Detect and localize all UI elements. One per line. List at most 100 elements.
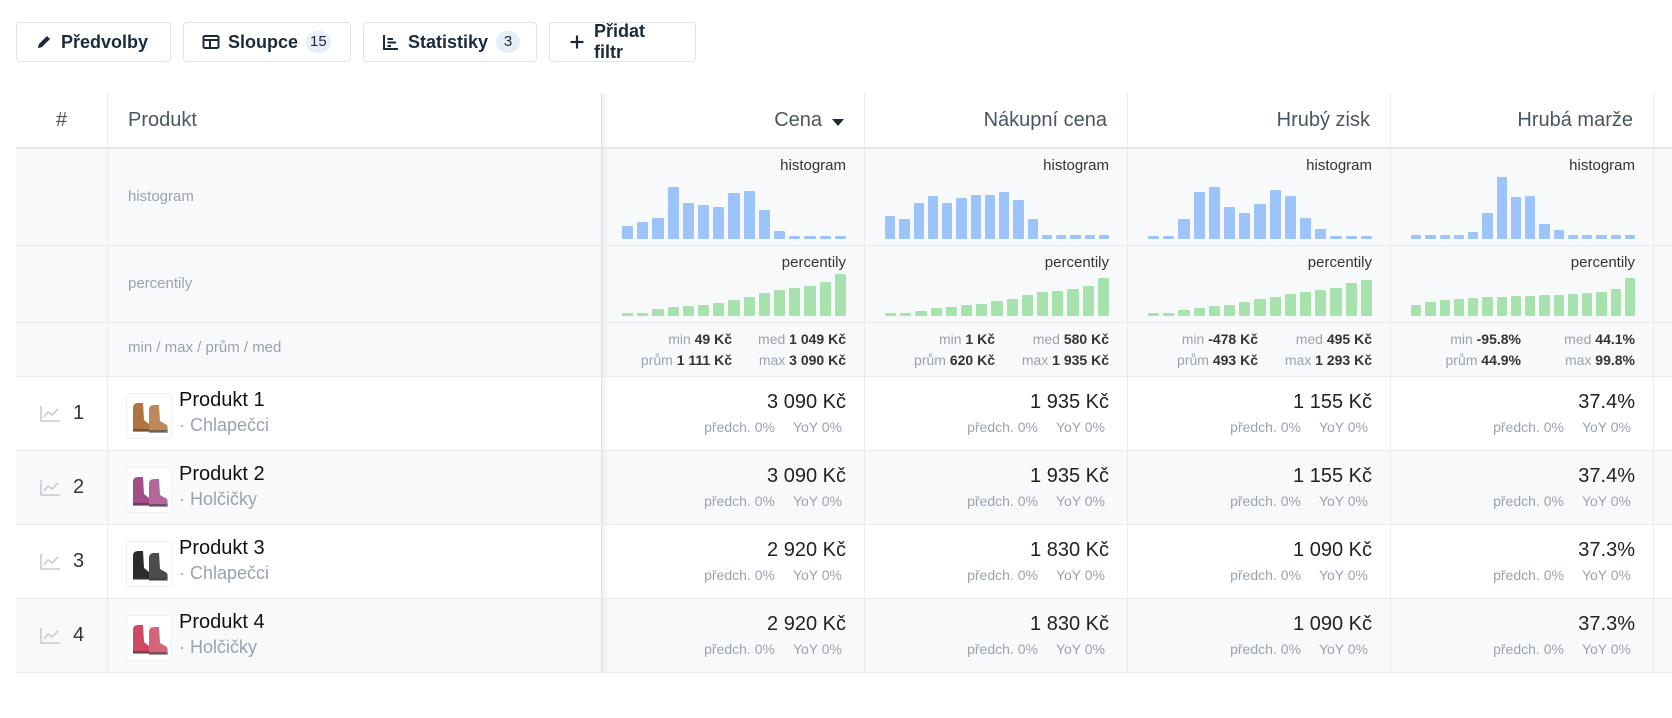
percentile-bar bbox=[1345, 282, 1357, 316]
pencil-icon bbox=[35, 33, 53, 51]
percentile-bar bbox=[1148, 313, 1160, 316]
product-cell[interactable]: Produkt 2 · Holčičky bbox=[108, 451, 609, 524]
change-yoy: YoY 0% bbox=[1581, 493, 1631, 509]
row-index: 4 bbox=[72, 624, 85, 646]
product-name[interactable]: Produkt 3 bbox=[179, 537, 265, 559]
change-prev: předch. 0% bbox=[967, 641, 1038, 657]
product-cell[interactable]: Produkt 3 · Chlapečci bbox=[108, 525, 609, 598]
histogram-bar bbox=[1284, 196, 1297, 239]
histogram-bar bbox=[1300, 218, 1312, 239]
columns-button[interactable]: Sloupce 15 bbox=[183, 22, 351, 62]
percentile-bar bbox=[1315, 290, 1327, 316]
percentile-bar bbox=[789, 288, 801, 316]
table-row[interactable]: 2 Produkt 2 · Holčičky 3 090 Kč předch. 0% Yo… bbox=[16, 451, 1672, 525]
summary-med: med 580 Kč bbox=[1032, 331, 1109, 347]
header-index: # bbox=[16, 93, 108, 147]
percentile-bar bbox=[1596, 291, 1607, 316]
change-yoy: YoY 0% bbox=[1581, 419, 1631, 435]
trend-chart-icon[interactable] bbox=[39, 479, 61, 497]
header-purchase-price[interactable]: Nákupní cena bbox=[865, 93, 1128, 147]
change-yoy: YoY 0% bbox=[1581, 641, 1631, 657]
percentile-bars bbox=[1411, 278, 1635, 316]
header-gross-margin[interactable]: Hrubá marže bbox=[1391, 93, 1654, 147]
cell-change: předch. 0% YoY 0% bbox=[1493, 419, 1631, 435]
change-prev: předch. 0% bbox=[704, 419, 775, 435]
percentile-bar bbox=[976, 303, 988, 316]
histogram-bar bbox=[1013, 200, 1024, 239]
histogram-chart: histogram bbox=[1391, 149, 1654, 245]
histogram-bar bbox=[927, 196, 938, 239]
percentile-bar bbox=[804, 285, 816, 316]
histogram-bar bbox=[774, 231, 786, 239]
change-yoy: YoY 0% bbox=[1055, 493, 1105, 509]
table-row[interactable]: 4 Produkt 4 · Holčičky 2 920 Kč předch. 0% Yo… bbox=[16, 599, 1672, 673]
percentile-bar bbox=[1539, 295, 1550, 316]
purchase-price-cell: 1 935 Kč předch. 0% YoY 0% bbox=[865, 377, 1128, 450]
header-gross-profit[interactable]: Hrubý zisk bbox=[1128, 93, 1391, 147]
columns-icon bbox=[202, 33, 220, 51]
histogram-bar bbox=[970, 195, 981, 239]
percentile-bar bbox=[1284, 293, 1297, 316]
product-category: · Chlapečci bbox=[179, 563, 270, 583]
percentile-bar bbox=[652, 309, 664, 316]
row-index: 2 bbox=[72, 476, 85, 498]
change-prev: předch. 0% bbox=[967, 419, 1038, 435]
header-product[interactable]: Produkt bbox=[108, 93, 609, 147]
presets-button[interactable]: Předvolby bbox=[16, 22, 171, 62]
percentile-bar bbox=[1067, 288, 1079, 316]
change-prev: předch. 0% bbox=[1230, 567, 1301, 583]
trend-chart-icon[interactable] bbox=[39, 405, 61, 423]
statistics-label: Statistiky bbox=[408, 31, 489, 52]
product-name[interactable]: Produkt 4 bbox=[179, 611, 265, 633]
percentile-bar bbox=[667, 306, 679, 316]
histogram-bar bbox=[1411, 235, 1422, 239]
bar-list-icon bbox=[382, 33, 400, 51]
percentile-bar bbox=[1330, 287, 1342, 316]
histogram-bar bbox=[1610, 235, 1621, 239]
product-cell[interactable]: Produkt 1 · Chlapečci bbox=[108, 377, 609, 450]
histogram-bar bbox=[1178, 219, 1190, 239]
product-name[interactable]: Produkt 1 bbox=[179, 389, 265, 411]
cell-value: 37.3% bbox=[1578, 539, 1635, 561]
cell-value: 37.4% bbox=[1578, 391, 1635, 413]
percentile-bar bbox=[945, 306, 958, 316]
cell-change: předch. 0% YoY 0% bbox=[1493, 567, 1631, 583]
percentile-bar bbox=[713, 302, 725, 316]
header-price[interactable]: Cena bbox=[602, 93, 865, 147]
product-cell[interactable]: Produkt 4 · Holčičky bbox=[108, 599, 609, 672]
histogram-tag: histogram bbox=[1043, 157, 1109, 174]
summary-med: med 495 Kč bbox=[1295, 331, 1372, 347]
histogram-bar bbox=[743, 191, 755, 239]
percentile-bar bbox=[1037, 292, 1049, 316]
cell-value: 1 935 Kč bbox=[1030, 465, 1109, 487]
histogram-bar bbox=[1193, 192, 1205, 239]
histogram-bar bbox=[1510, 196, 1521, 239]
percentile-bar bbox=[682, 305, 695, 316]
table-row[interactable]: 3 Produkt 3 · Chlapečci 2 920 Kč předch. 0% Y… bbox=[16, 525, 1672, 599]
summary-min: min -95.8% bbox=[1450, 331, 1521, 347]
toolbar: Předvolby Sloupce 15 Statistiky 3 Přidat… bbox=[16, 21, 696, 62]
percentile-bar bbox=[1360, 280, 1373, 316]
cell-value: 37.4% bbox=[1578, 465, 1635, 487]
table-row[interactable]: 1 Produkt 1 · Chlapečci 3 090 Kč předch. 0% Y… bbox=[16, 377, 1672, 451]
purchase-price-cell: 1 830 Kč předch. 0% YoY 0% bbox=[865, 599, 1128, 672]
percentile-bar bbox=[1553, 294, 1564, 316]
summary-avg: prům 620 Kč bbox=[914, 352, 995, 368]
histogram-bar bbox=[1360, 235, 1373, 239]
cell-change: předch. 0% YoY 0% bbox=[1493, 641, 1631, 657]
add-filter-button[interactable]: Přidat filtr bbox=[549, 21, 696, 62]
price-cell: 2 920 Kč předch. 0% YoY 0% bbox=[602, 525, 865, 598]
summary-min: min -478 Kč bbox=[1181, 331, 1258, 347]
product-name[interactable]: Produkt 2 bbox=[179, 463, 265, 485]
row-index: 1 bbox=[72, 402, 85, 424]
percentile-bar bbox=[1482, 297, 1493, 316]
cell-change: předch. 0% YoY 0% bbox=[1230, 641, 1368, 657]
trend-chart-icon[interactable] bbox=[39, 627, 61, 645]
change-yoy: YoY 0% bbox=[1318, 567, 1368, 583]
percentile-bar bbox=[1453, 298, 1464, 316]
histogram-bars bbox=[885, 187, 1109, 239]
statistics-button[interactable]: Statistiky 3 bbox=[363, 22, 537, 62]
histogram-bar bbox=[1553, 229, 1564, 239]
trend-chart-icon[interactable] bbox=[39, 553, 61, 571]
percentile-bars bbox=[622, 274, 847, 316]
